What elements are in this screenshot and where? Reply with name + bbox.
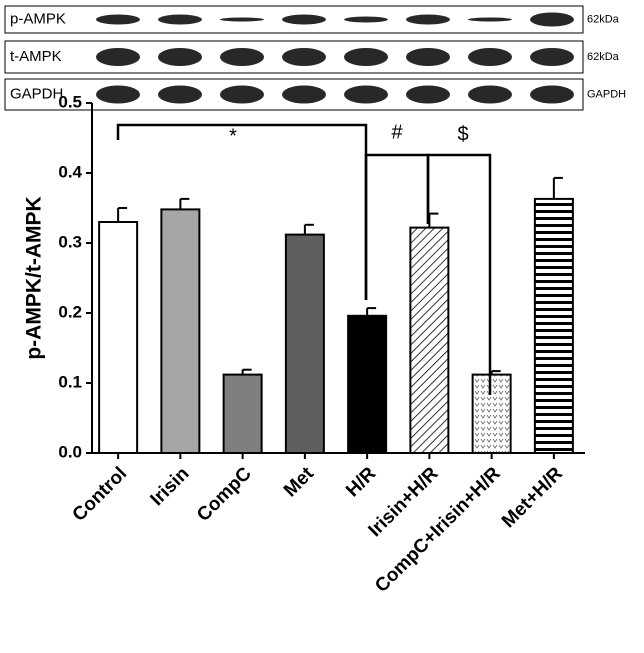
significance-label: * [229, 125, 237, 147]
blot-band [96, 48, 140, 66]
bar [98, 221, 139, 454]
x-tick-label: Met+H/R [498, 463, 567, 532]
blot-band [530, 48, 574, 66]
blot-band [96, 85, 140, 104]
blot-band [468, 48, 512, 66]
y-tick-label: 0.3 [58, 232, 82, 251]
y-tick-label: 0.2 [58, 302, 82, 321]
blot-band [406, 85, 450, 104]
blot-band [468, 85, 512, 104]
y-tick-label: 0.4 [58, 162, 82, 181]
bar [471, 373, 512, 455]
blot-band [530, 85, 574, 104]
blot-band [530, 12, 574, 27]
blot-band [96, 14, 140, 25]
x-tick-label: CompC+Irisin+H/R [371, 463, 505, 597]
bar [347, 314, 388, 454]
significance-label: # [391, 121, 403, 143]
blot-band [468, 17, 512, 22]
x-tick-label: Control [69, 463, 132, 526]
blot-band [220, 17, 264, 22]
blot-band [344, 85, 388, 104]
y-axis-label: p-AMPK/t-AMPK [23, 196, 46, 359]
blot-size: 62kDa [587, 51, 620, 63]
blot-band [158, 14, 202, 25]
bar [222, 373, 263, 455]
x-tick-label: Irisin [147, 463, 194, 510]
blot-label: p-AMPK [10, 10, 66, 27]
y-tick-label: 0.0 [58, 442, 82, 461]
y-tick-label: 0.1 [58, 372, 82, 391]
x-tick-label: Met [280, 463, 318, 501]
bar [533, 197, 574, 454]
blot-band [220, 48, 264, 66]
significance-label: $ [457, 123, 468, 145]
blot-band [344, 16, 388, 23]
bar [409, 226, 450, 454]
blot-band [158, 48, 202, 66]
significance-bracket [426, 153, 492, 395]
x-tick-label: CompC [193, 463, 256, 526]
blot-band [282, 48, 326, 66]
blot-band [220, 85, 264, 104]
x-tick-label: H/R [342, 463, 380, 501]
blot-band [282, 14, 326, 25]
y-tick-label: 0.5 [58, 92, 82, 111]
significance-bracket [116, 123, 368, 300]
blot-label: t-AMPK [10, 48, 62, 65]
blot-size: 62kDa [587, 13, 620, 25]
bar [284, 233, 325, 454]
blot-band [158, 85, 202, 104]
blot-band [406, 14, 450, 25]
blot-band [344, 48, 388, 66]
blot-band [282, 85, 326, 104]
blot-band [406, 48, 450, 66]
blot-label: GAPDH [10, 85, 63, 102]
blot-size: GAPDH [587, 88, 626, 100]
bar [160, 208, 201, 454]
